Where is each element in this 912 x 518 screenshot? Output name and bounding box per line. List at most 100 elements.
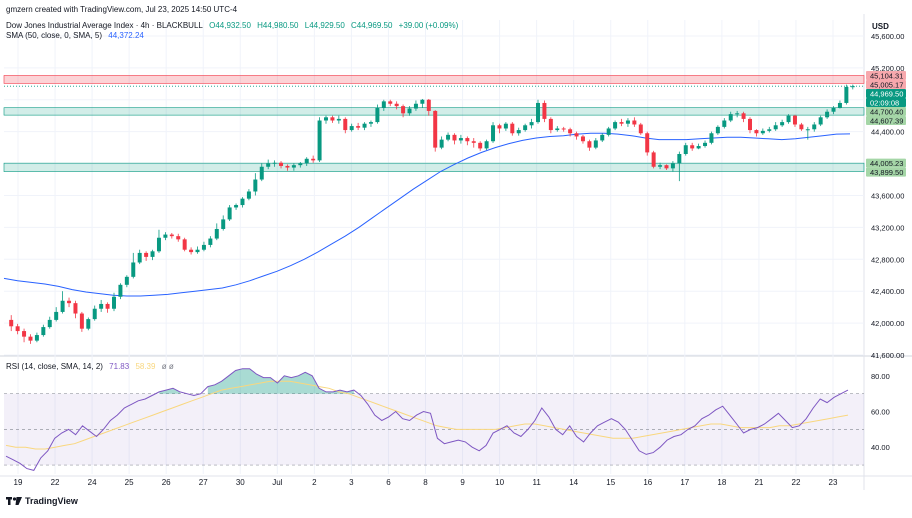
price-label-bg bbox=[866, 115, 906, 125]
candle-body bbox=[137, 252, 142, 263]
candle bbox=[234, 203, 239, 210]
candle-body bbox=[86, 319, 91, 329]
candle bbox=[73, 300, 78, 319]
y-tick-label: 42,400.00 bbox=[871, 287, 904, 296]
x-tick-label: 25 bbox=[125, 478, 134, 487]
resistance-zone bbox=[3, 75, 865, 84]
candle-body bbox=[214, 228, 219, 239]
candle-body bbox=[240, 198, 245, 206]
candle-body bbox=[600, 134, 605, 141]
price-label-text: 44,700.40 bbox=[870, 107, 903, 116]
rsi-legend[interactable]: RSI (14, close, SMA, 14, 2) 71.83 58.39 … bbox=[6, 362, 178, 372]
candle-body bbox=[79, 313, 84, 329]
candle-body bbox=[741, 113, 746, 119]
candle-body bbox=[182, 239, 187, 250]
candle bbox=[510, 122, 515, 136]
candle-body bbox=[844, 87, 849, 103]
candle bbox=[651, 150, 656, 169]
candle-body bbox=[465, 138, 470, 142]
candle bbox=[638, 122, 643, 135]
candle bbox=[368, 120, 373, 127]
candle bbox=[446, 132, 451, 142]
candle-body bbox=[407, 108, 412, 114]
x-tick-label: 10 bbox=[495, 478, 504, 487]
x-tick-label: 9 bbox=[460, 478, 465, 487]
candle-body bbox=[189, 249, 194, 253]
candle bbox=[465, 136, 470, 146]
candle-body bbox=[105, 303, 110, 309]
candle-body bbox=[285, 165, 290, 168]
x-tick-label: 17 bbox=[680, 478, 689, 487]
candle bbox=[593, 138, 598, 150]
candle-body bbox=[536, 102, 540, 123]
candle-body bbox=[176, 236, 181, 240]
candle-body bbox=[253, 179, 258, 192]
candle bbox=[825, 109, 830, 119]
price-change: +39.00 (+0.09%) bbox=[398, 21, 459, 30]
price-label-text: 02:09:08 bbox=[870, 98, 899, 107]
x-tick-label: 6 bbox=[386, 478, 391, 487]
candle bbox=[580, 134, 585, 144]
y-tick-label: 45,200.00 bbox=[871, 64, 904, 73]
candle-body bbox=[156, 237, 161, 252]
candle-body bbox=[41, 327, 46, 336]
candle-body bbox=[523, 125, 528, 131]
candle-body bbox=[548, 118, 553, 131]
candle bbox=[259, 163, 264, 182]
candle bbox=[208, 236, 213, 248]
candle bbox=[9, 315, 14, 332]
candle bbox=[189, 247, 194, 255]
candle bbox=[799, 122, 804, 131]
candle-body bbox=[587, 141, 592, 148]
candle bbox=[144, 251, 149, 261]
candle-body bbox=[401, 106, 406, 114]
symbol-title: Dow Jones Industrial Average Index · 4h … bbox=[6, 21, 203, 30]
currency-label[interactable]: USD bbox=[872, 22, 889, 31]
candle-body bbox=[9, 319, 14, 327]
candle-body bbox=[272, 162, 277, 164]
candle bbox=[664, 164, 669, 170]
price-label-support: 44,700.40 bbox=[866, 106, 906, 116]
candle-body bbox=[735, 113, 740, 115]
candle bbox=[41, 324, 46, 337]
candle-body bbox=[426, 99, 431, 111]
candle-body bbox=[478, 142, 483, 149]
candle-body bbox=[767, 129, 772, 131]
candle-body bbox=[227, 207, 232, 220]
price-label-resistance: 45,104.31 bbox=[866, 70, 906, 80]
candle bbox=[670, 161, 675, 172]
ohlc-close: C44,969.50 bbox=[351, 21, 393, 30]
sma-legend[interactable]: SMA (50, close, 0, SMA, 5) 44,372.24 bbox=[6, 31, 148, 41]
price-label-bg bbox=[866, 97, 906, 107]
candle bbox=[266, 159, 271, 170]
candle-body bbox=[298, 163, 303, 166]
candle bbox=[632, 117, 637, 127]
candle-body bbox=[728, 114, 733, 121]
symbol-legend[interactable]: Dow Jones Industrial Average Index · 4h … bbox=[6, 21, 462, 31]
ohlc-open: O44,932.50 bbox=[209, 21, 251, 30]
candle-body bbox=[343, 118, 348, 131]
candle-body bbox=[760, 130, 765, 134]
x-tick-label: 15 bbox=[606, 478, 615, 487]
candle bbox=[683, 142, 688, 156]
candle-body bbox=[112, 296, 116, 309]
candle-body bbox=[291, 165, 296, 168]
candle-body bbox=[696, 146, 701, 149]
candle-body bbox=[619, 122, 624, 124]
candle bbox=[452, 133, 457, 145]
candle bbox=[163, 232, 168, 241]
price-label-bg bbox=[866, 70, 906, 80]
candle-body bbox=[266, 163, 271, 167]
candle-body bbox=[324, 117, 328, 121]
candle bbox=[195, 246, 200, 254]
candle bbox=[336, 115, 341, 124]
tradingview-brand[interactable]: TradingView bbox=[6, 496, 78, 506]
x-tick-label: 16 bbox=[643, 478, 652, 487]
price-label-text: 43,899.50 bbox=[870, 168, 903, 177]
candle bbox=[426, 98, 431, 116]
rsi-tick-label: 80.00 bbox=[871, 372, 890, 381]
candle bbox=[105, 302, 110, 313]
price-label-support: 43,899.50 bbox=[866, 167, 906, 177]
